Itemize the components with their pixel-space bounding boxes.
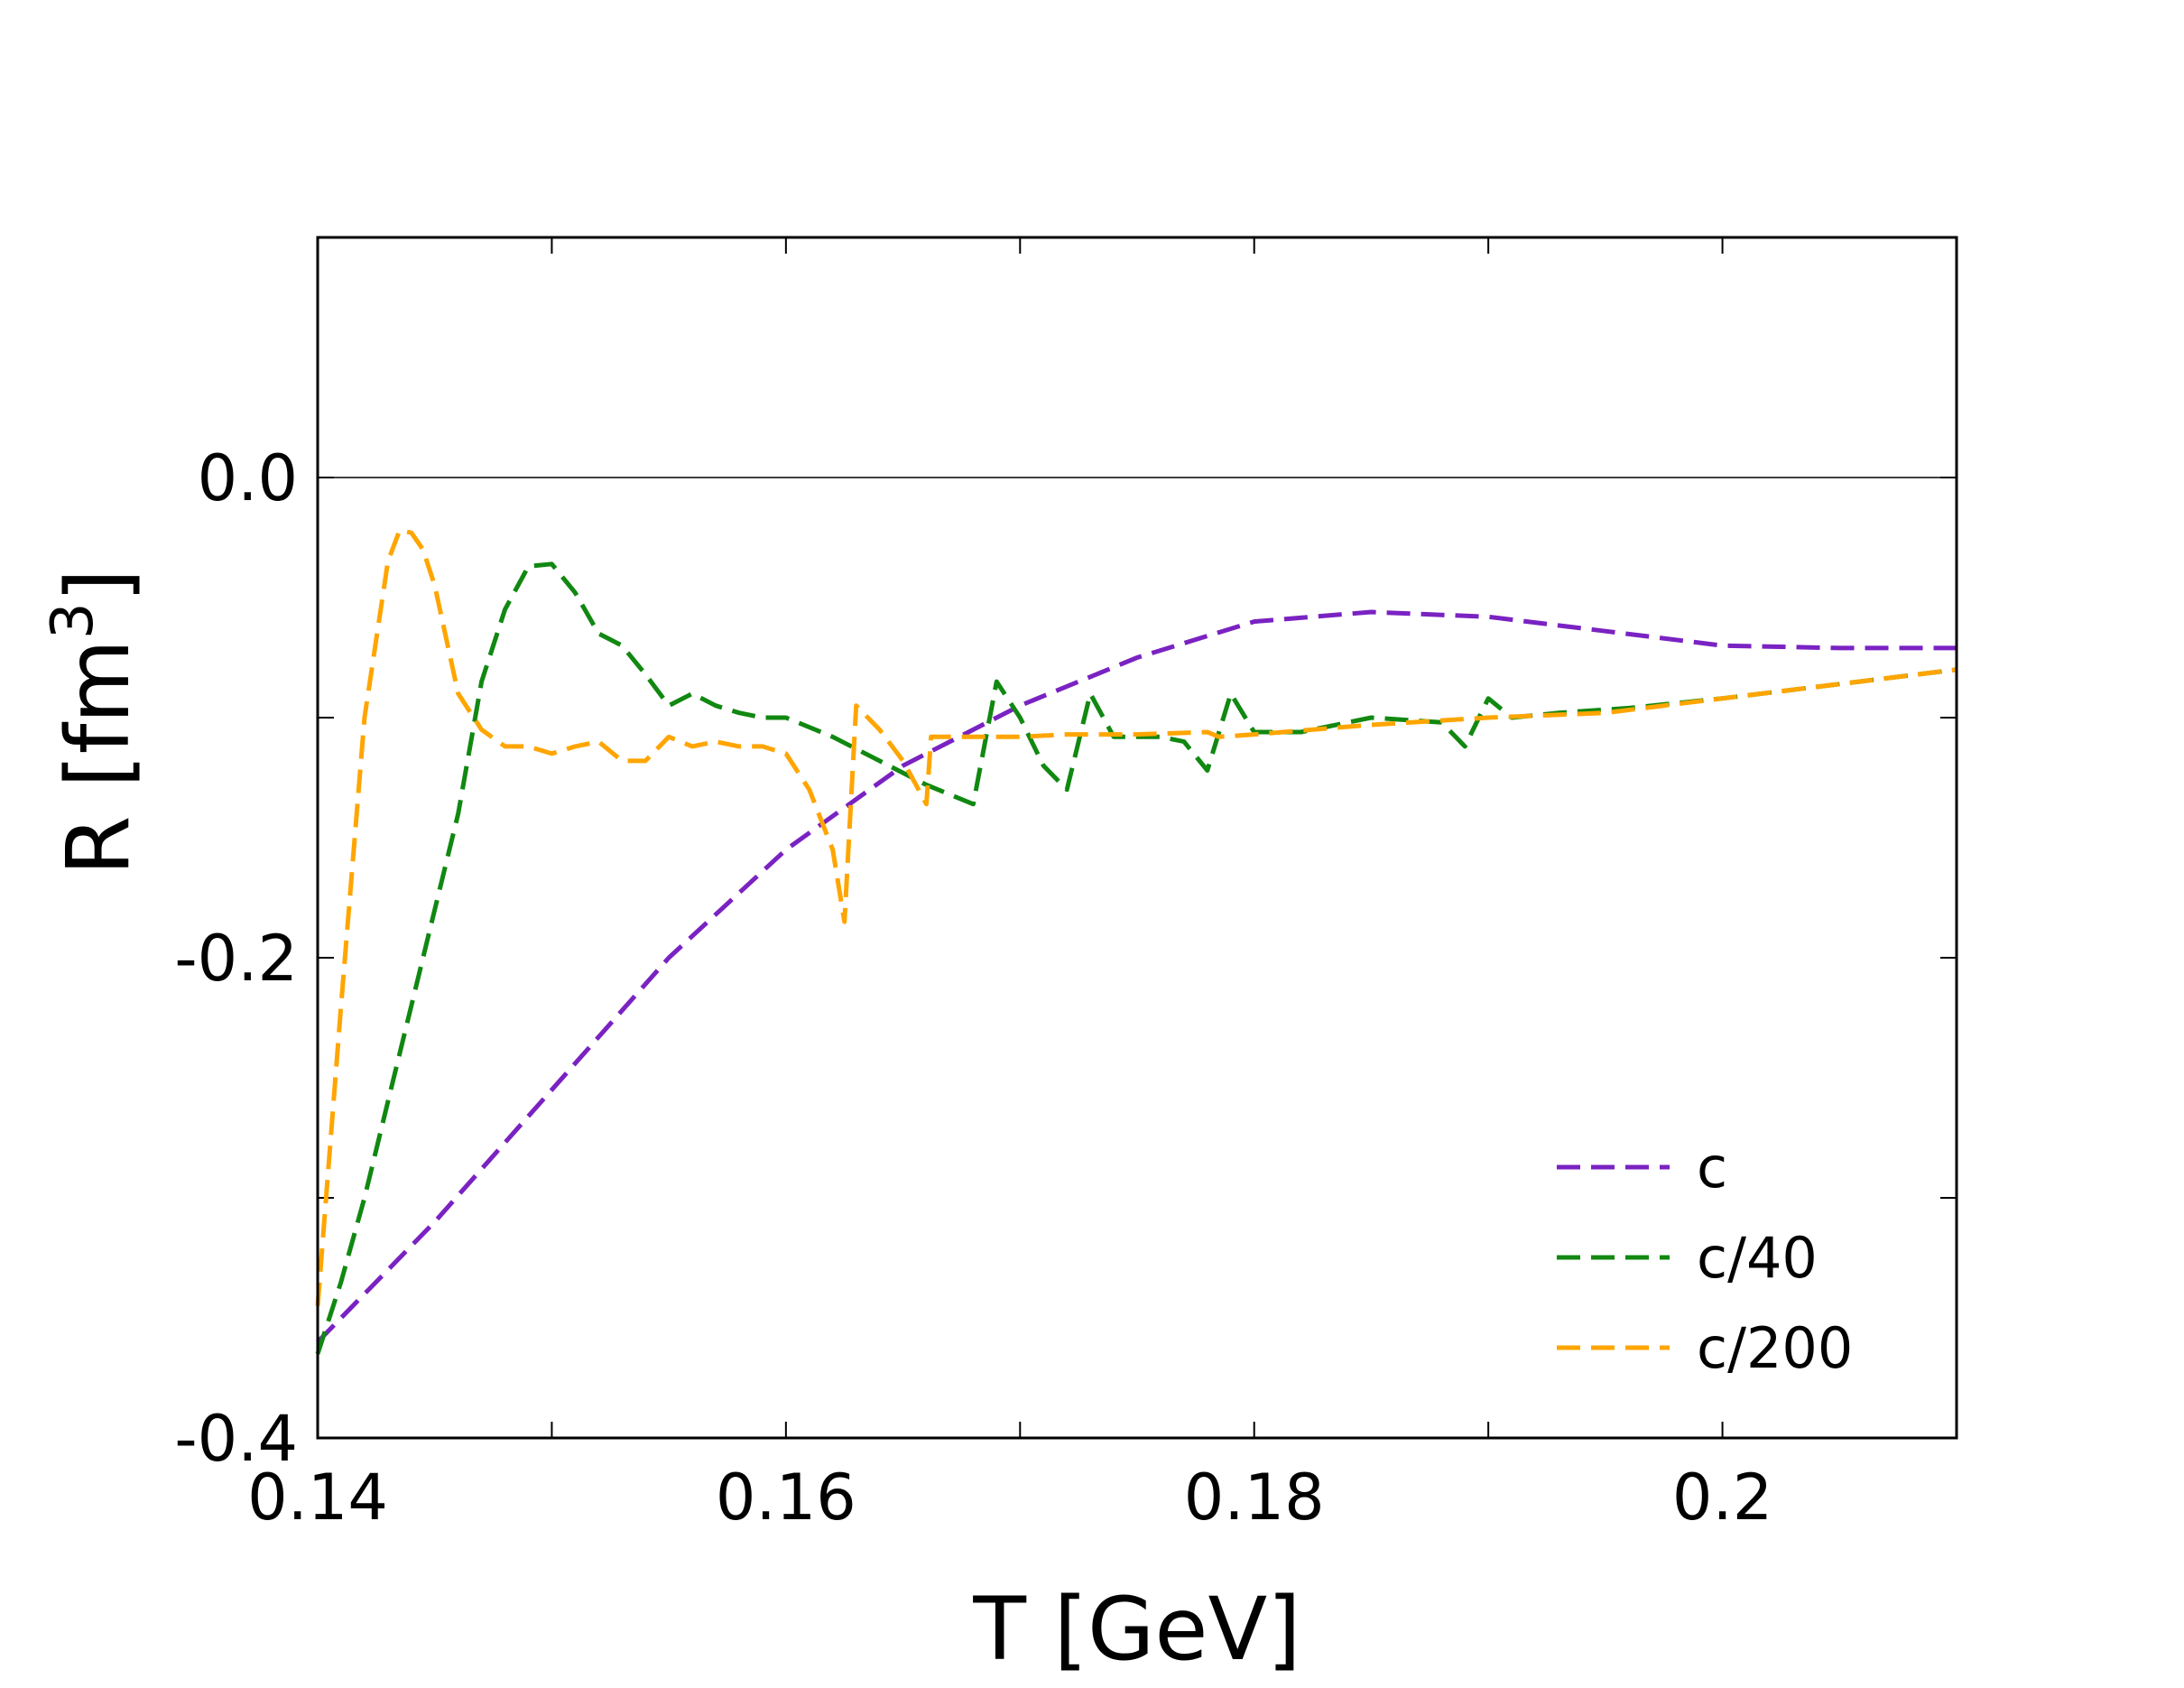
series-layer [315, 528, 1957, 1355]
series-line [315, 561, 1957, 1355]
plot-frame [316, 236, 1958, 1440]
y-axis-title-main: R [fm [48, 639, 149, 876]
y-tick-label: -0.4 [174, 1402, 298, 1476]
y-axis-title-superscript: 3 [40, 602, 106, 639]
x-tick-label: 0.2 [1672, 1461, 1772, 1535]
legend-label: c [1697, 1135, 1727, 1201]
y-axis-title: R [fm3] [40, 569, 149, 876]
y-tick-label: -0.2 [174, 922, 298, 996]
x-tick-label: 0.14 [247, 1461, 388, 1535]
series-line [315, 528, 1957, 1306]
y-tick-label: 0.0 [198, 441, 298, 515]
series-line [316, 609, 1957, 1344]
x-tick-label: 0.16 [716, 1461, 856, 1535]
tick-labels: 0.14 0.16 0.18 0.2 -0.4 -0.2 0.0 [174, 441, 1772, 1535]
legend: c c/40 c/200 [1557, 1135, 1853, 1381]
legend-label: c/200 [1697, 1315, 1853, 1381]
y-axis-title-close: ] [48, 569, 149, 602]
legend-label: c/40 [1697, 1225, 1818, 1291]
x-axis-title: T [GeV] [972, 1579, 1300, 1680]
x-tick-label: 0.18 [1184, 1461, 1325, 1535]
